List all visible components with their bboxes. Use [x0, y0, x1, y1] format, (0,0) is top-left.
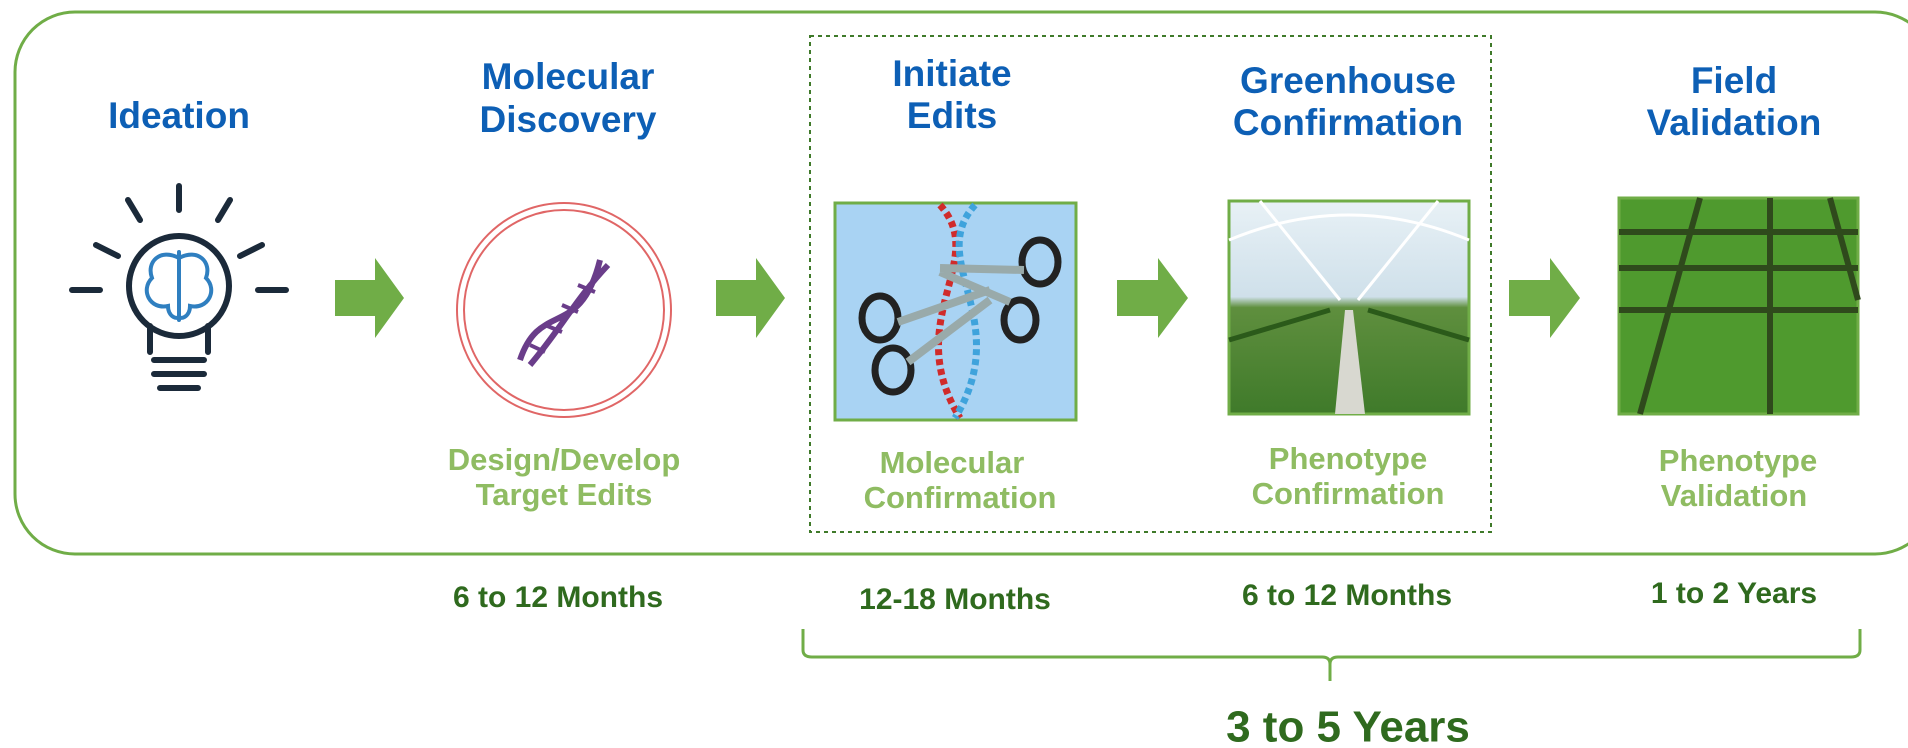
greenhouse-image	[1229, 201, 1469, 414]
stage-title: Field	[1691, 60, 1777, 101]
stage-duration: 6 to 12 Months	[453, 581, 663, 614]
stage-duration: 12-18 Months	[859, 583, 1051, 616]
gene-edit-image	[835, 203, 1076, 420]
stage-title: Molecular	[482, 56, 655, 97]
arrow	[1509, 258, 1580, 338]
stage-caption: Phenotype	[1659, 443, 1817, 478]
stage-caption: Design/Develop	[448, 442, 681, 477]
stage-title: Discovery	[480, 99, 657, 140]
stage-caption: Phenotype	[1269, 441, 1427, 476]
process-diagram: Ideation Molecular Discovery Initiate Ed…	[0, 0, 1908, 748]
bracket	[803, 629, 1860, 681]
lightbulb-icon	[72, 186, 286, 388]
stage-caption: Target Edits	[476, 477, 653, 512]
stage-title: Validation	[1647, 102, 1822, 143]
dna-icon	[457, 203, 671, 417]
stage-duration: 6 to 12 Months	[1242, 579, 1452, 612]
stage-caption: Confirmation	[1252, 476, 1445, 511]
stage-caption: Validation	[1661, 478, 1807, 513]
total-duration: 3 to 5 Years	[1226, 703, 1470, 748]
stage-title: Ideation	[108, 95, 250, 136]
stage-caption: Confirmation	[864, 480, 1057, 515]
arrow	[335, 258, 404, 338]
stage-title: Initiate	[892, 53, 1011, 94]
stage-title: Greenhouse	[1240, 60, 1456, 101]
field-image	[1619, 198, 1858, 414]
arrow	[1117, 258, 1188, 338]
stage-title: Edits	[907, 95, 997, 136]
arrow	[716, 258, 785, 338]
stage-title: Confirmation	[1233, 102, 1463, 143]
stage-caption: Molecular	[880, 445, 1025, 480]
stage-duration: 1 to 2 Years	[1651, 577, 1817, 610]
